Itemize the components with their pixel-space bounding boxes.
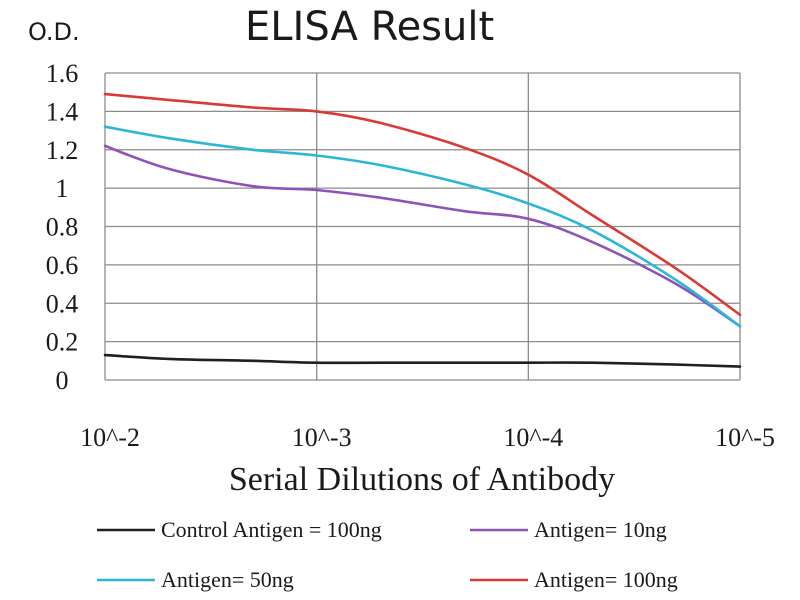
x-axis-label: Serial Dilutions of Antibody — [229, 461, 615, 498]
y-axis-label: O.D. — [28, 18, 80, 46]
legend-label: Antigen= 100ng — [534, 567, 678, 592]
series-line-1 — [103, 144, 742, 328]
x-tick-label: 10^-3 — [292, 423, 352, 452]
x-tick-label: 10^-4 — [503, 423, 563, 452]
y-tick-label: 0 — [56, 366, 69, 395]
y-tick-label: 1.6 — [46, 59, 79, 88]
y-tick-label: 0.4 — [46, 289, 79, 318]
series-line-2 — [103, 125, 742, 328]
y-tick-label: 0.6 — [46, 251, 79, 280]
x-tick-label: 10^-2 — [80, 423, 140, 452]
legend: Control Antigen = 100ng Antigen= 10ng Anti… — [97, 517, 678, 592]
chart-title: ELISA Result — [245, 4, 494, 50]
grid — [104, 72, 741, 381]
series-line-0 — [103, 353, 742, 368]
y-tick-label: 1.4 — [46, 97, 79, 126]
series-line-3 — [103, 92, 742, 317]
legend-label: Antigen= 50ng — [161, 567, 294, 592]
legend-label: Control Antigen = 100ng — [161, 517, 382, 542]
y-tick-label: 1.2 — [46, 136, 79, 165]
x-tick-labels: 10^-2 10^-3 10^-4 10^-5 — [80, 423, 775, 452]
y-tick-label: 1 — [56, 174, 69, 203]
series-lines — [103, 92, 742, 368]
legend-label: Antigen= 10ng — [534, 517, 667, 542]
x-tick-label: 10^-5 — [715, 423, 775, 452]
y-tick-label: 0.8 — [46, 213, 79, 242]
y-tick-labels: 0 0.2 0.4 0.6 0.8 1 1.2 1.4 1.6 — [46, 59, 79, 395]
y-tick-label: 0.2 — [46, 328, 79, 357]
